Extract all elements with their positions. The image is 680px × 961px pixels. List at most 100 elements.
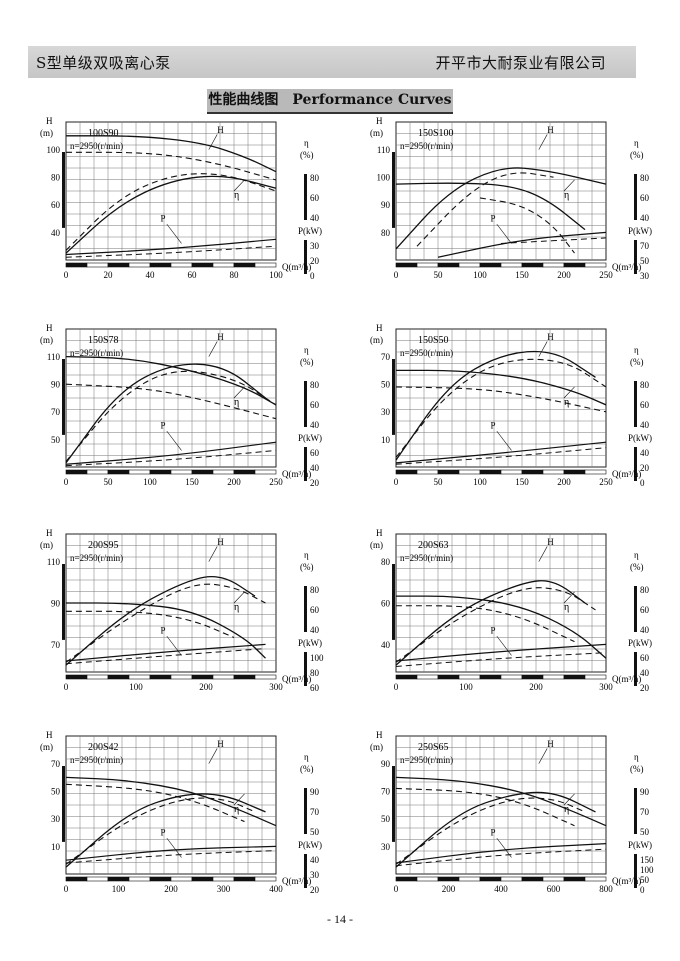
h-tick-label: 10	[51, 842, 61, 852]
eta-tick-label: 80	[640, 380, 650, 390]
h-tick-label: 100	[47, 145, 61, 155]
p-tick-label: 80	[310, 668, 320, 678]
x-scale-segment	[500, 876, 523, 882]
efficiency-curve-dashed	[395, 358, 607, 458]
h-axis-unit: (m)	[40, 742, 53, 752]
speed-label: n=2950(r/min)	[400, 141, 453, 151]
x-tick-label: 250	[599, 270, 613, 280]
x-tick-label: 400	[494, 884, 508, 894]
eta-axis-scale-bar	[634, 381, 637, 427]
power-curve-label: P	[491, 420, 496, 430]
x-scale-segment	[584, 674, 607, 680]
x-scale-segment	[128, 262, 151, 268]
eta-tick-label: 40	[310, 213, 320, 223]
p-axis-label: P(kW)	[628, 638, 652, 648]
performance-chart-150S50: 150S50 n=2950(r/min) H (m) 70 50 30 10 η (%) 80 60 4…	[360, 323, 660, 515]
eta-axis-scale-bar	[634, 586, 637, 632]
speed-label: n=2950(r/min)	[70, 755, 123, 765]
x-scale-segment	[65, 674, 88, 680]
x-scale-segment	[212, 674, 235, 680]
eta-axis-label: η	[304, 550, 309, 560]
x-scale-segment	[479, 674, 502, 680]
chart-svg: 200S95 n=2950(r/min) H (m) 110 90 70 η (%) 80 60 40…	[40, 528, 324, 693]
chart-svg: 150S50 n=2950(r/min) H (m) 70 50 30 10 η (%) 80 60 4…	[370, 323, 652, 488]
x-tick-label: 200	[199, 682, 213, 692]
head-label-leader	[208, 341, 218, 357]
head-label-leader	[538, 546, 548, 562]
x-scale-segment	[500, 469, 523, 475]
x-scale-segment	[395, 262, 418, 268]
x-tick-label: 20	[104, 270, 114, 280]
eta-axis-scale-bar	[304, 381, 307, 427]
speed-label: n=2950(r/min)	[400, 348, 453, 358]
eta-tick-label: 90	[310, 787, 320, 797]
x-scale-segment	[521, 469, 544, 475]
x-scale-segment	[500, 674, 523, 680]
x-tick-label: 0	[394, 477, 399, 487]
x-tick-label: 0	[394, 884, 399, 894]
efficiency-curve-label: η	[564, 804, 569, 815]
x-axis-label: Q(m³/h)	[612, 469, 641, 479]
x-tick-label: 200	[557, 477, 571, 487]
head-curve-label: H	[547, 332, 554, 342]
performance-chart-250S65: 250S65 n=2950(r/min) H (m) 90 70 50 30 η (%) 90 70 5…	[360, 730, 660, 922]
x-scale-segment	[416, 262, 439, 268]
x-scale-segment	[233, 262, 256, 268]
x-axis-scale-bar	[395, 876, 607, 882]
chart-svg: 150S100 n=2950(r/min) H (m) 110 100 90 80 η (%) 80…	[370, 116, 652, 281]
x-scale-segment	[65, 876, 88, 882]
performance-chart-150S78: 150S78 n=2950(r/min) H (m) 110 90 70 50 η (%) 80 60…	[30, 323, 330, 515]
power-label-leader	[496, 837, 512, 858]
x-scale-segment	[395, 876, 418, 882]
x-scale-segment	[437, 262, 460, 268]
p-tick-label: 60	[640, 653, 650, 663]
p-tick-label: 40	[310, 855, 320, 865]
eta-tick-label: 60	[640, 605, 650, 615]
x-scale-segment	[479, 876, 502, 882]
head-curve-dashed	[65, 151, 277, 181]
h-tick-label: 90	[381, 200, 391, 210]
x-scale-segment	[191, 469, 214, 475]
chart-grid	[65, 121, 277, 261]
x-tick-label: 50	[434, 477, 444, 487]
x-tick-label: 100	[473, 270, 487, 280]
power-curve-label: P	[161, 625, 166, 635]
model-label: 200S95	[88, 540, 119, 551]
chart-grid	[65, 735, 277, 875]
eta-tick-label: 70	[640, 807, 650, 817]
chart-grid	[395, 328, 607, 468]
x-scale-segment	[149, 876, 172, 882]
x-tick-label: 0	[64, 477, 69, 487]
efficiency-curve-dashed	[65, 173, 277, 251]
x-scale-segment	[170, 674, 193, 680]
h-axis-scale-bar	[392, 564, 395, 640]
eta-tick-label: 80	[640, 585, 650, 595]
p-axis-label: P(kW)	[298, 433, 322, 443]
efficiency-curve	[395, 167, 607, 250]
x-tick-label: 50	[104, 477, 114, 487]
h-tick-label: 90	[51, 380, 61, 390]
p-axis-scale-bar	[634, 240, 637, 274]
eta-axis-scale-bar	[634, 788, 637, 834]
x-scale-segment	[107, 876, 130, 882]
chart-svg: 150S78 n=2950(r/min) H (m) 110 90 70 50 η (%) 80 60…	[40, 323, 322, 488]
p-tick-label: 50	[640, 256, 650, 266]
p-tick-label: 30	[640, 271, 650, 281]
model-label: 200S63	[418, 540, 449, 551]
x-scale-segment	[542, 262, 565, 268]
x-scale-segment	[233, 876, 256, 882]
x-axis-scale-bar	[395, 674, 607, 680]
h-axis-unit: (m)	[370, 335, 383, 345]
head-label-leader	[538, 341, 548, 357]
h-axis-scale-bar	[62, 152, 65, 228]
x-scale-segment	[479, 262, 502, 268]
x-scale-segment	[542, 674, 565, 680]
h-tick-label: 110	[377, 145, 391, 155]
x-scale-segment	[437, 469, 460, 475]
h-tick-label: 30	[51, 814, 61, 824]
head-curve-label: H	[547, 537, 554, 547]
h-axis-label: H	[376, 730, 383, 740]
chart-grid	[395, 121, 607, 261]
efficiency-curve	[65, 175, 277, 254]
head-curve-dashed	[479, 197, 575, 254]
